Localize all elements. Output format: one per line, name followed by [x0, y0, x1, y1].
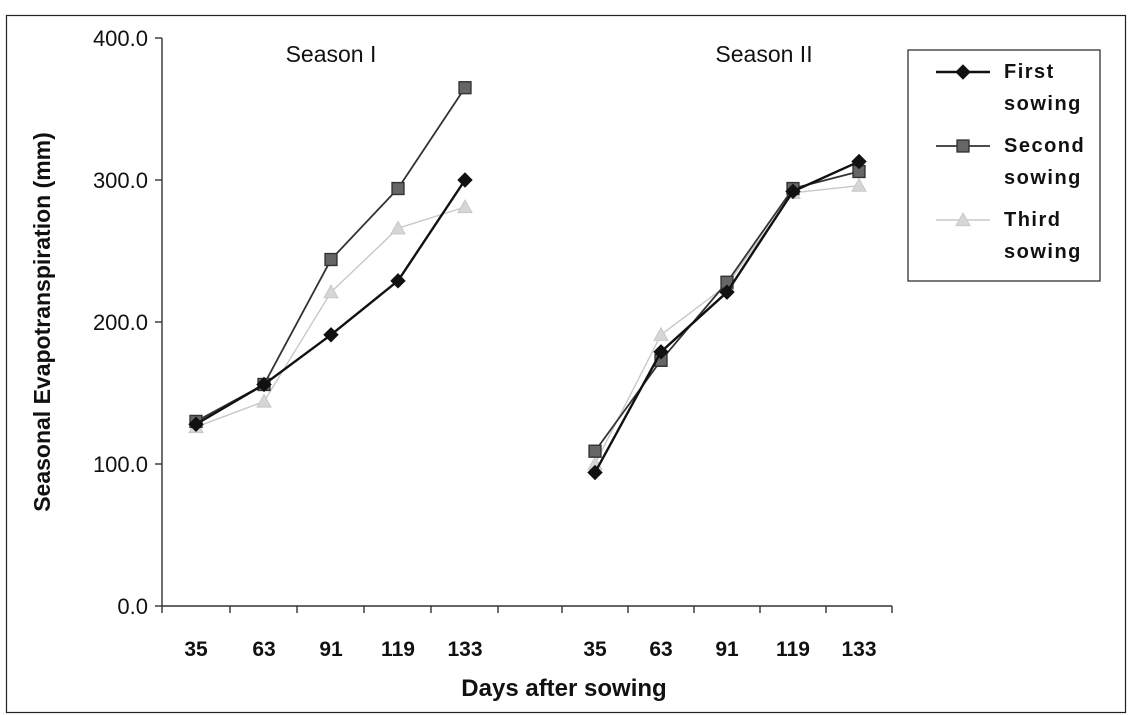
legend-box	[907, 49, 1101, 282]
data-point-1	[188, 416, 204, 432]
x-tick-label: 119	[381, 638, 415, 661]
data-point-1	[653, 344, 669, 360]
x-tick-label: 35	[184, 638, 208, 661]
y-tick-label: 400.0	[93, 26, 148, 51]
data-point-3	[653, 326, 669, 341]
data-point-1	[390, 273, 406, 289]
data-point-1	[785, 183, 801, 200]
data-point-3	[323, 284, 339, 299]
x-tick-label: 91	[319, 638, 343, 661]
series-line-2	[594, 170, 860, 452]
x-tick-label: 133	[841, 638, 876, 661]
legend-marker-3	[955, 211, 971, 227]
data-point-3	[256, 393, 272, 408]
chart-frame	[5, 14, 1127, 714]
series-line-1	[593, 160, 860, 474]
y-tick-label: 300.0	[93, 168, 148, 193]
data-point-1	[323, 327, 339, 343]
data-point-2	[391, 181, 405, 196]
x-tick-label: 133	[447, 638, 482, 661]
x-axis-title: Days after sowing	[461, 675, 666, 702]
x-tick-label: 35	[583, 638, 607, 661]
x-tick-label: 119	[776, 638, 810, 661]
x-tick-label: 63	[252, 638, 275, 661]
data-point-1	[851, 153, 867, 170]
data-point-3	[390, 220, 406, 235]
y-tick-label: 0.0	[117, 594, 148, 619]
y-axis-title: Seasonal Evapotranspiration (mm)	[29, 132, 55, 512]
data-point-3	[457, 198, 473, 214]
data-point-3	[851, 177, 867, 192]
legend-label: Second	[1004, 135, 1085, 157]
legend-label: First	[1004, 61, 1055, 83]
legend-marker-1	[955, 64, 971, 80]
season-title: Season II	[715, 41, 812, 67]
legend-marker-2	[956, 139, 970, 153]
y-tick-label: 200.0	[93, 310, 148, 335]
data-point-1	[256, 376, 272, 393]
data-point-2	[588, 444, 602, 458]
data-point-1	[457, 172, 473, 188]
legend-label: sowing	[1004, 93, 1082, 115]
y-tick-label: 100.0	[93, 452, 148, 477]
series-line-3	[594, 184, 860, 465]
legend-label: Third	[1004, 209, 1062, 231]
data-point-2	[458, 81, 472, 95]
x-tick-label: 63	[649, 638, 672, 661]
data-point-1	[587, 464, 603, 481]
season-title: Season I	[286, 41, 377, 67]
data-point-1	[719, 284, 735, 300]
data-point-2	[324, 252, 338, 267]
legend-label: sowing	[1004, 241, 1082, 263]
x-tick-label: 91	[715, 638, 739, 661]
legend-label: sowing	[1004, 167, 1082, 189]
series-line-1	[195, 179, 466, 426]
